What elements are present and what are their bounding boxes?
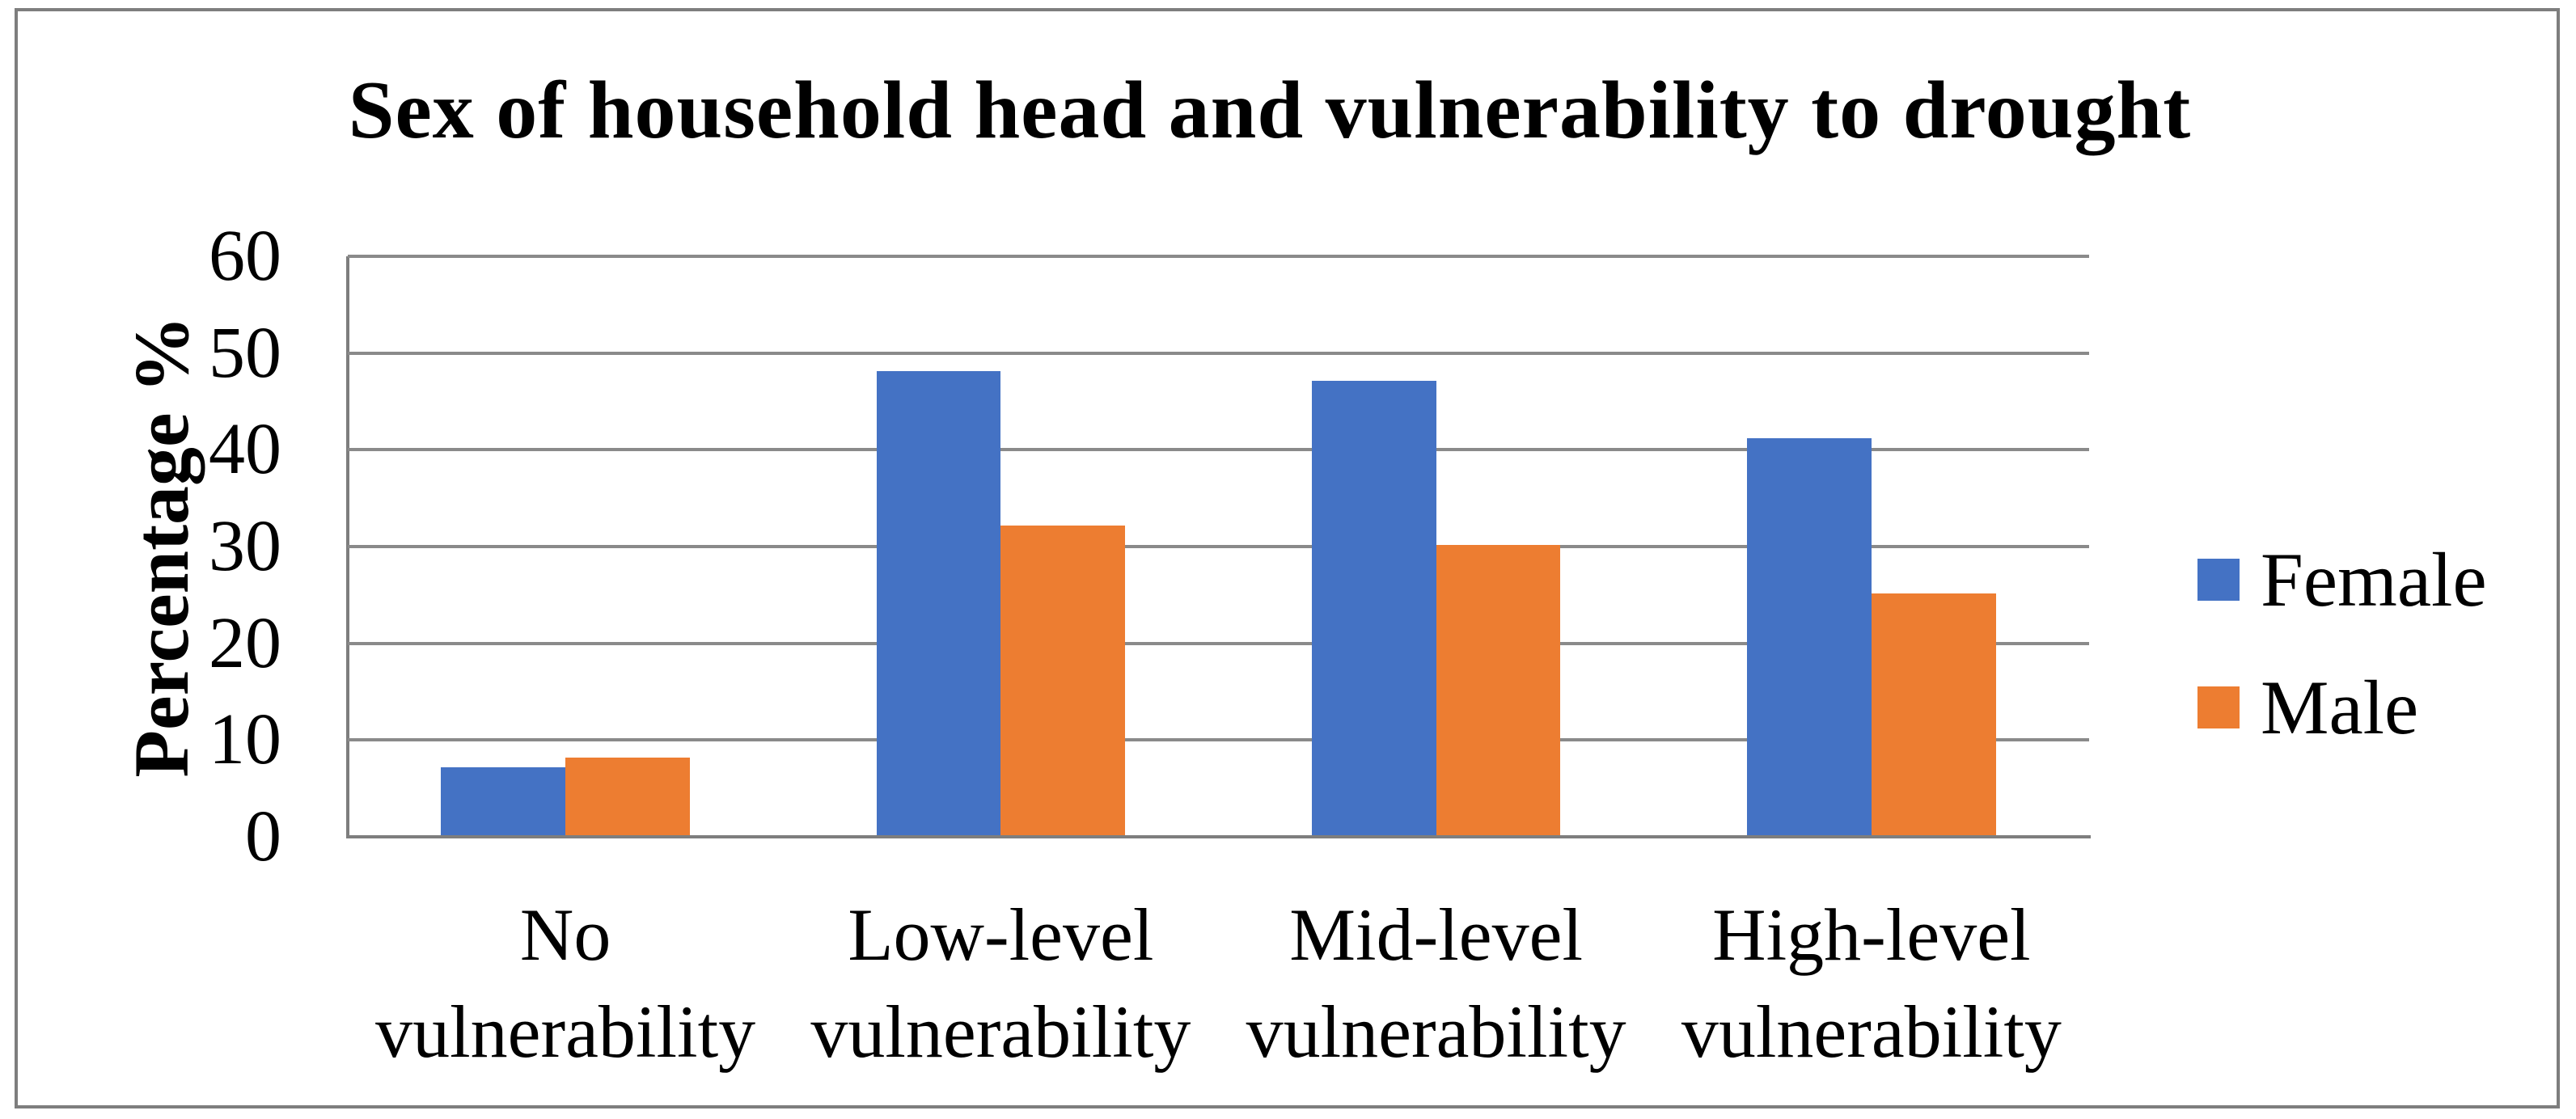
- bar-male-high-level-vulnerability: [1871, 593, 1996, 835]
- legend-item-male: Male: [2197, 665, 2418, 750]
- chart-title: Sex of household head and vulnerability …: [348, 65, 2192, 156]
- x-category-label-no-vulnerability: No vulnerability: [290, 886, 840, 1080]
- y-tick-label-50: 50: [209, 312, 281, 393]
- y-tick-label-30: 30: [209, 506, 281, 586]
- legend-item-female: Female: [2197, 538, 2487, 622]
- plot-area: [346, 255, 2091, 838]
- y-tick-label-0: 0: [245, 796, 281, 876]
- x-label-line: Mid-level: [1289, 893, 1584, 976]
- gridline-30: [348, 545, 2089, 548]
- gridline-50: [348, 351, 2089, 355]
- gridline-20: [348, 641, 2089, 645]
- gridline-40: [348, 448, 2089, 452]
- x-category-label-low-level-vulnerability: Low-level vulnerability: [725, 886, 1275, 1080]
- bar-male-no-vulnerability: [565, 758, 690, 835]
- legend-label-male: Male: [2261, 665, 2419, 750]
- x-label-line: vulnerability: [1681, 990, 2062, 1073]
- gridline-10: [348, 738, 2089, 742]
- bar-male-low-level-vulnerability: [1000, 526, 1126, 835]
- x-axis-baseline: [346, 835, 2091, 838]
- gridline-60: [348, 255, 2089, 258]
- bar-female-high-level-vulnerability: [1747, 438, 1872, 835]
- x-label-line: vulnerability: [1246, 990, 1626, 1073]
- x-label-line: High-level: [1712, 893, 2031, 976]
- y-tick-label-20: 20: [209, 602, 281, 683]
- bar-female-no-vulnerability: [441, 767, 566, 835]
- x-category-label-high-level-vulnerability: High-level vulnerability: [1597, 886, 2147, 1080]
- figure-border: [15, 8, 2560, 1108]
- x-label-line: vulnerability: [810, 990, 1191, 1073]
- y-tick-label-60: 60: [209, 216, 281, 296]
- x-label-line: Low-level: [848, 893, 1154, 976]
- bar-female-low-level-vulnerability: [876, 370, 1001, 835]
- legend-swatch-female: [2197, 559, 2240, 601]
- x-label-line: No: [519, 893, 611, 976]
- x-category-label-mid-level-vulnerability: Mid-level vulnerability: [1161, 886, 1711, 1080]
- y-tick-label-40: 40: [209, 409, 281, 490]
- bar-male-mid-level-vulnerability: [1436, 545, 1561, 835]
- legend-swatch-male: [2197, 686, 2240, 728]
- y-tick-label-10: 10: [209, 699, 281, 780]
- bar-female-mid-level-vulnerability: [1311, 380, 1436, 835]
- legend-label-female: Female: [2261, 537, 2487, 623]
- x-label-line: vulnerability: [375, 990, 756, 1073]
